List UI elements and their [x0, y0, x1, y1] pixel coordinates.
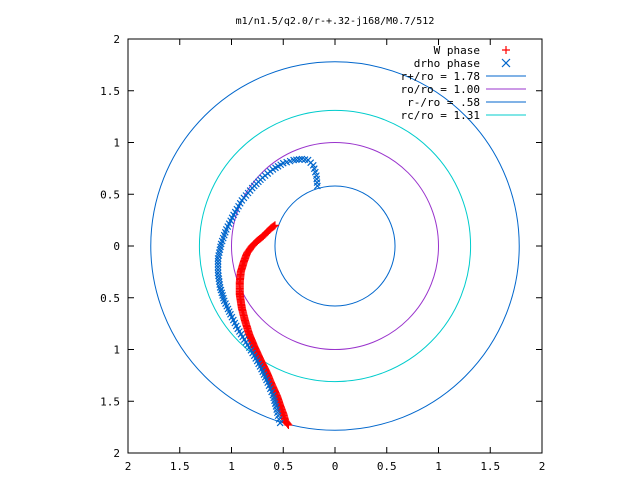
series-w-phase — [235, 221, 293, 430]
x-tick-label: 1 — [228, 460, 235, 473]
y-tick-label: 2 — [113, 447, 120, 460]
y-tick-label: 0 — [113, 240, 120, 253]
y-tick-label: 1.5 — [100, 395, 120, 408]
point-w-phase — [283, 420, 292, 429]
series-drho-phase — [214, 155, 321, 427]
point-drho-phase — [214, 257, 222, 265]
legend-label-r-ro-1-78: r+/ro = 1.78 — [401, 70, 480, 83]
point-drho-phase — [214, 266, 222, 274]
legend-label-ro-ro-1-00: ro/ro = 1.00 — [401, 83, 480, 96]
x-tick-label: 1 — [435, 460, 442, 473]
point-drho-phase — [298, 155, 306, 163]
circle-r-ro-1-78 — [150, 61, 520, 431]
point-w-phase — [284, 421, 293, 430]
x-tick-label: 1.5 — [480, 460, 500, 473]
legend-label-r-ro-58: r-/ro = .58 — [407, 96, 480, 109]
point-drho-phase — [214, 263, 222, 271]
point-drho-phase — [295, 155, 303, 163]
circle-r-ro-58 — [274, 185, 396, 307]
point-drho-phase — [214, 260, 222, 268]
data-points — [214, 155, 321, 430]
y-tick-label: 1 — [113, 344, 120, 357]
x-tick-label: 0 — [332, 460, 339, 473]
x-tick-label: 2 — [125, 460, 132, 473]
legend-label-rc-ro-1-31: rc/ro = 1.31 — [401, 109, 480, 122]
axis-ticks: 2 1.5 1 0.5 0 0.5 1 1.5 221.510.500.511.52 — [100, 33, 545, 473]
point-drho-phase — [292, 156, 300, 164]
legend-label-drho-phase: drho phase — [414, 57, 480, 70]
y-tick-label: 1 — [113, 137, 120, 150]
x-tick-label: 0.5 — [377, 460, 397, 473]
circle-rc-ro-1-31 — [198, 109, 472, 383]
circle-ro-ro-1-00 — [231, 142, 439, 350]
y-tick-label: 2 — [113, 33, 120, 46]
x-tick-label: 0.5 — [273, 460, 293, 473]
legend-label-w-phase: W phase — [434, 44, 480, 57]
x-tick-label: 2 — [539, 460, 546, 473]
reference-circles — [150, 61, 520, 431]
chart-title: m1/n1.5/q2.0/r-+.32-j168/M0.7/512 — [236, 16, 435, 27]
legend-swatch-drho-phase — [501, 58, 511, 68]
y-tick-label: 0.5 — [100, 188, 120, 201]
x-tick-label: 1.5 — [170, 460, 190, 473]
y-tick-label: 0.5 — [100, 292, 120, 305]
point-drho-phase — [214, 254, 222, 262]
y-tick-label: 1.5 — [100, 85, 120, 98]
legend-swatch-w-phase — [502, 46, 510, 54]
point-drho-phase — [276, 419, 284, 427]
